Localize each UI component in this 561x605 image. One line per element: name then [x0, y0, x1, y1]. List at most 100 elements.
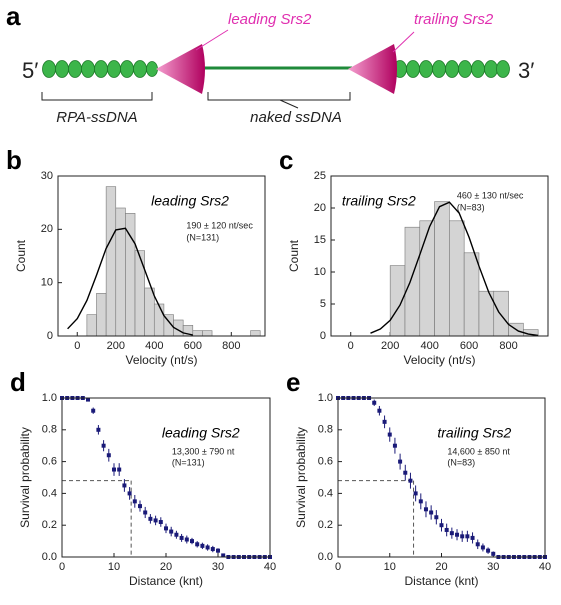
panel-label: b: [6, 145, 22, 175]
y-tick-label: 0.4: [42, 487, 57, 499]
point: [392, 443, 397, 448]
plot-frame: [57, 175, 266, 337]
y-tick-label: 0.0: [42, 551, 57, 563]
point: [460, 534, 465, 539]
point: [423, 507, 428, 512]
annotation-line: 14,600 ± 850 nt: [447, 446, 510, 456]
x-tick-label: 40: [264, 561, 276, 573]
y-axis-label: Survival probability: [294, 427, 308, 528]
point: [101, 443, 106, 448]
point: [117, 467, 122, 472]
point: [434, 515, 439, 520]
bar: [449, 220, 465, 337]
fit-curve: [370, 201, 539, 337]
x-tick-label: 20: [435, 561, 447, 573]
point: [418, 499, 423, 504]
leader-line: [392, 31, 415, 53]
bar: [153, 303, 165, 337]
point: [372, 400, 377, 405]
x-tick-label: 600: [460, 340, 478, 352]
x-tick-label: 0: [74, 340, 80, 352]
point: [377, 408, 382, 413]
point: [491, 551, 496, 556]
point: [127, 491, 132, 496]
rpa-label: RPA-ssDNA: [56, 109, 137, 126]
bar: [419, 220, 435, 337]
point: [184, 537, 189, 542]
point: [164, 526, 168, 531]
x-axis-label: Distance (knt): [129, 574, 203, 588]
panel-label: d: [10, 367, 26, 397]
point: [96, 427, 101, 432]
point: [210, 547, 215, 552]
point: [112, 467, 116, 472]
y-axis-label: Survival probability: [18, 427, 32, 528]
annotation-title: trailing Srs2: [342, 193, 416, 209]
y-tick-label: 15: [314, 234, 326, 246]
x-tick-label: 0: [59, 561, 65, 573]
bar: [144, 287, 155, 337]
x-tick-label: 30: [212, 561, 224, 573]
y-tick-label: 20: [41, 223, 53, 235]
point: [169, 529, 174, 534]
point: [449, 531, 454, 536]
x-axis-label: Distance (knt): [404, 574, 478, 588]
y-tick-label: 0.6: [318, 456, 333, 468]
bar: [493, 290, 509, 337]
annotation-line: 13,300 ± 790 nt: [172, 446, 235, 456]
bar: [134, 250, 145, 337]
y-tick-label: 0.8: [318, 424, 333, 436]
leader-line: [195, 29, 229, 51]
annotation-line: (N=131): [186, 232, 219, 242]
point: [455, 532, 460, 537]
annotation-line: (N=83): [447, 457, 475, 467]
x-tick-label: 600: [184, 340, 202, 352]
point: [403, 470, 408, 475]
x-tick-label: 800: [222, 340, 240, 352]
naked-label: naked ssDNA: [250, 109, 342, 126]
point: [122, 483, 127, 488]
x-tick-label: 400: [420, 340, 438, 352]
point: [398, 459, 403, 464]
x-tick-label: 10: [108, 561, 120, 573]
point: [106, 453, 111, 458]
panel-label: c: [279, 145, 293, 175]
x-tick-label: 400: [145, 340, 163, 352]
x-axis-label: Velocity (nt/s): [403, 353, 475, 367]
annotation-title: leading Srs2: [151, 193, 229, 209]
panel-label: e: [286, 367, 300, 397]
bar: [434, 201, 450, 337]
end-label: 3′: [518, 58, 534, 83]
point: [444, 527, 449, 532]
chart-panel: d 0 10 20 30 40 0.0 0.2 0.4 0.6 0.8 1.0 Distance (kn…: [10, 367, 276, 588]
x-tick-label: 20: [160, 561, 172, 573]
point: [439, 523, 444, 528]
y-tick-label: 0.2: [318, 519, 333, 531]
panel-label: a: [6, 1, 21, 31]
y-tick-label: 25: [314, 170, 326, 182]
bar: [463, 252, 480, 337]
plot-frame: [61, 397, 271, 558]
x-tick-label: 200: [381, 340, 399, 352]
bar: [389, 265, 406, 337]
point: [190, 539, 194, 544]
point: [195, 542, 200, 547]
bar: [192, 330, 203, 337]
point: [205, 545, 210, 550]
y-tick-label: 1.0: [318, 392, 333, 404]
point: [470, 535, 475, 540]
point: [216, 548, 220, 553]
x-tick-label: 800: [499, 340, 517, 352]
y-tick-label: 0.6: [42, 456, 57, 468]
point: [387, 432, 392, 437]
end-label: 5′: [22, 58, 38, 83]
point: [413, 491, 418, 496]
y-tick-label: 0: [47, 330, 53, 342]
point: [200, 543, 205, 548]
y-tick-label: 0.4: [318, 487, 333, 499]
leader-line: [279, 99, 299, 109]
y-tick-label: 30: [41, 170, 53, 182]
point: [480, 545, 485, 550]
bar: [96, 293, 107, 337]
